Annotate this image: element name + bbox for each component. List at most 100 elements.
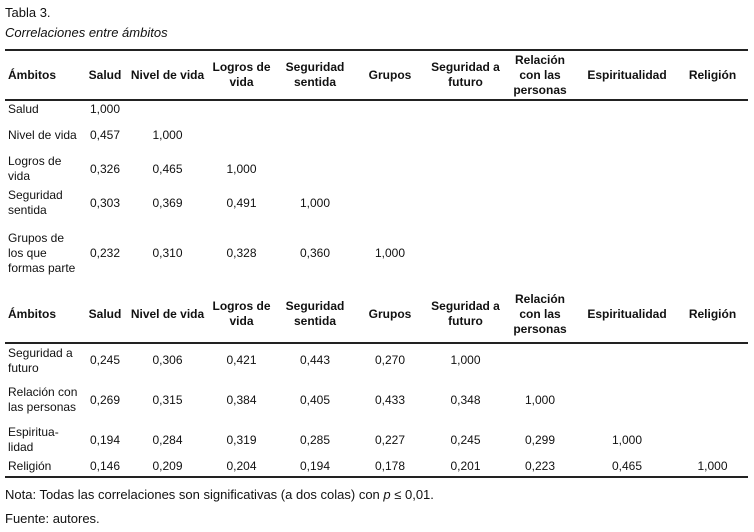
table-row: Grupos de los que formas parte 0,232 0,310… — [5, 220, 748, 286]
table-row: Seguridad a futuro 0,245 0,306 0,421 0,443 0,… — [5, 343, 748, 377]
correlation-cell — [428, 118, 503, 152]
row-label: Seguridad sentida — [8, 188, 63, 217]
correlation-cell: 0,457 — [89, 127, 121, 142]
row-label: Seguridad a futuro — [8, 345, 73, 375]
correlation-cell: 0,310 — [152, 245, 183, 260]
correlation-cell: 0,360 — [299, 245, 331, 260]
correlation-cell — [677, 220, 748, 286]
correlation-cell — [503, 343, 577, 377]
correlation-cell: 0,491 — [226, 195, 257, 210]
column-header: Salud — [80, 286, 130, 344]
correlation-cell: 0,421 — [226, 353, 257, 367]
table-row: Logros de vida 0,326 0,465 1,000 — [5, 152, 748, 186]
row-label: Nivel de vida — [8, 127, 77, 142]
correlation-cell — [428, 220, 503, 286]
correlation-cell — [577, 343, 677, 377]
column-header: Nivel de vida — [130, 49, 205, 101]
column-header: Ámbitos — [5, 49, 80, 101]
correlation-cell: 0,285 — [299, 432, 331, 447]
correlation-cell: 0,204 — [205, 457, 278, 478]
correlation-cell: 1,000 — [611, 432, 643, 447]
column-header: Relación con las personas — [503, 49, 577, 101]
correlation-cell — [503, 220, 577, 286]
correlation-cell: 0,223 — [503, 457, 577, 478]
correlation-cell: 0,348 — [450, 392, 481, 407]
table-note: Nota: Todas las correlaciones son signif… — [5, 487, 434, 502]
correlation-cell: 0,146 — [80, 457, 130, 478]
table-row: Seguridad sentida 0,303 0,369 0,491 1,000 — [5, 186, 748, 220]
column-header: Espiritualidad — [577, 49, 677, 101]
correlation-cell — [428, 152, 503, 186]
correlation-cell: 1,000 — [299, 195, 331, 210]
column-header: Salud — [80, 49, 130, 101]
correlation-cell — [577, 377, 677, 423]
column-header: Grupos — [352, 49, 428, 101]
row-label: Espiritua-lidad — [8, 425, 59, 454]
table-row: Espiritua-lidad 0,194 0,284 0,319 0,285 0,227… — [5, 423, 748, 457]
header-row: Ámbitos Salud Nivel de vida Logros de vida S… — [5, 49, 748, 101]
correlation-cell: 0,433 — [374, 392, 406, 407]
column-header: Seguridad sentida — [278, 49, 352, 101]
correlation-cell: 1,000 — [226, 161, 257, 176]
correlation-cell — [352, 100, 428, 118]
correlation-cell — [278, 152, 352, 186]
correlation-cell — [428, 100, 503, 118]
correlation-cell — [278, 100, 352, 118]
correlation-cell — [577, 220, 677, 286]
correlation-cell — [677, 152, 748, 186]
correlation-cell: 1,000 — [374, 245, 406, 260]
correlation-cell: 0,326 — [89, 161, 121, 176]
note-p-symbol: p — [383, 487, 391, 502]
correlation-cell: 0,319 — [226, 432, 257, 447]
correlation-cell: 0,405 — [299, 392, 331, 407]
row-label: Religión — [5, 457, 80, 478]
correlation-cell — [677, 343, 748, 377]
correlation-cell — [352, 118, 428, 152]
column-header: Relación con las personas — [503, 286, 577, 344]
correlation-cell — [352, 186, 428, 220]
correlation-cell: 0,465 — [152, 161, 183, 176]
correlation-cell: 0,245 — [89, 353, 121, 367]
correlation-cell — [205, 100, 278, 118]
correlation-cell — [677, 100, 748, 118]
correlation-cell — [677, 118, 748, 152]
column-header: Religión — [677, 286, 748, 344]
correlation-cell: 1,000 — [524, 392, 556, 407]
correlation-cell: 1,000 — [450, 353, 481, 367]
table-row: Salud 1,000 — [5, 100, 748, 118]
correlation-cell: 0,303 — [89, 195, 121, 210]
correlation-cell: 0,369 — [152, 195, 183, 210]
correlation-cell: 0,299 — [524, 432, 556, 447]
correlation-cell: 0,465 — [577, 457, 677, 478]
correlation-cell — [205, 118, 278, 152]
correlation-cell — [278, 118, 352, 152]
correlation-cell: 0,201 — [428, 457, 503, 478]
column-header: Logros de vida — [205, 49, 278, 101]
column-header: Seguridad a futuro — [428, 49, 503, 101]
correlation-cell — [428, 186, 503, 220]
correlation-cell — [503, 100, 577, 118]
correlation-cell: 1,000 — [152, 127, 183, 142]
correlation-cell: 0,384 — [226, 392, 257, 407]
correlation-cell — [577, 118, 677, 152]
correlation-cell: 0,328 — [226, 245, 257, 260]
correlation-cell — [677, 186, 748, 220]
correlation-cell — [503, 186, 577, 220]
column-header: Seguridad a futuro — [428, 286, 503, 344]
correlation-cell: 0,232 — [89, 245, 121, 260]
correlation-cell — [677, 423, 748, 457]
correlation-cell: 1,000 — [677, 457, 748, 478]
correlation-cell — [503, 152, 577, 186]
correlation-cell — [503, 118, 577, 152]
correlation-table: Ámbitos Salud Nivel de vida Logros de vida S… — [5, 49, 748, 478]
table-row: Nivel de vida 0,457 1,000 — [5, 118, 748, 152]
correlation-cell: 0,306 — [152, 353, 183, 367]
correlation-cell: 0,178 — [352, 457, 428, 478]
correlation-cell: 0,245 — [450, 432, 481, 447]
correlation-cell: 0,443 — [299, 353, 331, 367]
column-header: Ámbitos — [5, 286, 80, 344]
note-text: Nota: Todas las correlaciones son signif… — [5, 487, 384, 502]
correlation-cell — [577, 152, 677, 186]
row-label: Relación con las personas — [8, 385, 78, 414]
correlation-cell: 0,227 — [374, 432, 406, 447]
